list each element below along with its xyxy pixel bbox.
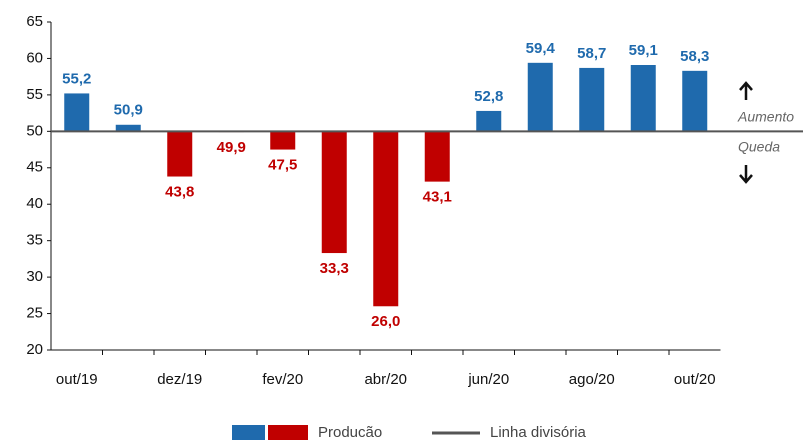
bar [424,131,450,182]
x-tick-label: ago/20 [569,371,615,388]
y-tick-label: 35 [26,232,43,249]
bar [167,131,193,177]
value-label: 26,0 [371,313,400,330]
legend-swatch [232,425,265,440]
legend-label: Producão [318,424,382,441]
x-tick-label: fev/20 [262,371,303,388]
value-label: 59,1 [629,42,658,59]
value-label: 43,8 [165,183,194,200]
annotation: Queda [738,139,780,155]
x-tick-label: out/20 [674,371,716,388]
legend-label: Linha divisória [490,424,587,441]
bar [630,65,656,132]
bar [64,93,90,132]
y-tick-label: 25 [26,305,43,322]
bar [373,131,399,307]
value-label: 59,4 [526,40,556,57]
x-tick-label: dez/19 [157,371,202,388]
y-tick-label: 30 [26,268,43,285]
x-tick-label: out/19 [56,371,98,388]
bar [682,70,708,132]
legend-swatch [268,425,308,440]
bar [476,110,502,132]
y-tick-label: 50 [26,122,43,139]
y-tick-label: 20 [26,341,43,358]
value-label: 55,2 [62,70,91,87]
y-tick-label: 55 [26,86,43,103]
value-label: 33,3 [320,260,349,277]
bar [321,131,347,254]
y-tick-label: 40 [26,195,43,212]
bar [527,62,553,132]
down-arrow [739,165,753,184]
value-label: 58,7 [577,45,606,62]
value-label: 49,9 [217,139,246,156]
x-tick-label: jun/20 [467,371,509,388]
y-tick-label: 60 [26,49,43,66]
value-label: 52,8 [474,88,503,105]
bar [115,124,141,132]
value-label: 50,9 [114,102,143,119]
up-arrow [739,81,753,100]
bar [579,67,605,132]
x-tick-label: abr/20 [364,371,407,388]
bar [270,131,296,150]
y-tick-label: 65 [26,13,43,30]
value-label: 58,3 [680,48,709,65]
annotation: Aumento [737,109,794,125]
value-label: 47,5 [268,157,297,174]
value-label: 43,1 [423,189,452,206]
y-tick-label: 45 [26,159,43,176]
